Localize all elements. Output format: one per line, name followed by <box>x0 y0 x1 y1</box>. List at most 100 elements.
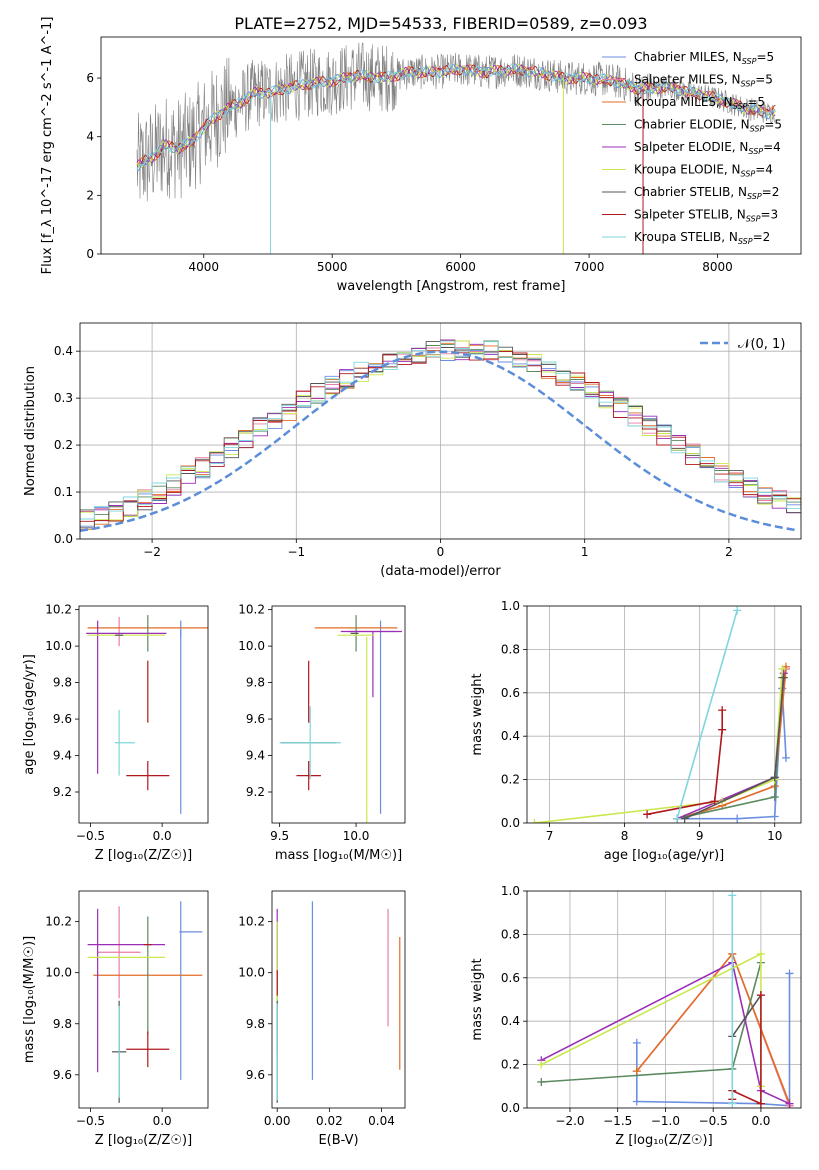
y-tick-label: 1.0 <box>501 884 520 898</box>
y-tick-label: 9.6 <box>246 1068 265 1082</box>
y-tick-label: 10.2 <box>45 915 72 929</box>
y-tick-label: 0.6 <box>501 686 520 700</box>
weight-line-salpeter_stelib <box>731 995 762 1105</box>
x-tick-label: −2.0 <box>555 1114 584 1128</box>
legend-label-chabrier_stelib: Chabrier STELIB, NSSP=2 <box>634 185 779 201</box>
y-tick-label: 10.0 <box>238 966 265 980</box>
x-tick-label: 0.0 <box>153 1114 172 1128</box>
weight-marker-salpeter_elodie <box>785 1099 794 1108</box>
y-tick-label: 0.2 <box>501 773 520 787</box>
weight-marker-salpeter_stelib <box>710 797 719 806</box>
y-tick-label: 9.4 <box>246 749 265 763</box>
y-tick-label: 9.2 <box>53 785 72 799</box>
weight-line-kroupa_elodie <box>534 668 783 823</box>
y-axis-label: mass weight <box>470 958 485 1040</box>
y-tick-label: 10.2 <box>238 915 265 929</box>
x-tick-label: −2 <box>143 545 161 559</box>
weight-line-kroupa_elodie <box>540 952 762 1087</box>
weight_vs_z-frame <box>526 890 802 1109</box>
y-tick-label: 10.0 <box>45 966 72 980</box>
y-tick-label: 0.4 <box>501 729 520 743</box>
legend-label-salpeter_elodie: Salpeter ELODIE, NSSP=4 <box>634 140 781 156</box>
x-tick-label: 10 <box>767 829 782 843</box>
age_vs_z-plot-area <box>86 615 208 814</box>
weight-marker-chabrier_stelib <box>770 773 779 782</box>
y-tick-label: 9.6 <box>53 1068 72 1082</box>
y-tick-label: 0.2 <box>54 438 73 452</box>
y-tick-label: 0.3 <box>54 391 73 405</box>
age_vs_mass-frame <box>271 605 406 824</box>
model-spectrum-kroupa_stelib <box>136 63 776 171</box>
weight-marker-kroupa_elodie <box>778 664 787 673</box>
y-tick-label: 9.8 <box>246 1017 265 1031</box>
x-tick-label: 0.0 <box>153 829 172 843</box>
weight-marker-salpeter_stelib <box>718 706 727 715</box>
y-axis-label: mass weight <box>470 673 485 755</box>
x-tick-label: −1.0 <box>651 1114 680 1128</box>
legend-label-chabrier_elodie: Chabrier ELODIE, NSSP=5 <box>634 118 782 134</box>
x-tick-label: −1.5 <box>603 1114 632 1128</box>
x-axis-label: age [log₁₀(age/yr)] <box>604 848 725 863</box>
x-tick-label: 2 <box>725 545 733 559</box>
y-tick-label: 9.8 <box>246 676 265 690</box>
x-tick-label: 7000 <box>574 260 605 274</box>
weight-marker-kroupa_elodie <box>756 949 765 958</box>
weight-marker-chabrier_elodie <box>770 792 779 801</box>
weight-line-salpeter_elodie <box>540 961 790 1105</box>
y-tick-label: 0.0 <box>54 532 73 546</box>
x-tick-label: 0.0 <box>751 1114 770 1128</box>
y-tick-label: 0.8 <box>501 927 520 941</box>
weight-marker-kroupa_miles <box>632 1067 641 1076</box>
y-tick-label: 9.6 <box>53 712 72 726</box>
weight-marker-kroupa_stelib <box>733 606 742 615</box>
y-tick-label: 10.2 <box>238 603 265 617</box>
weight-marker-chabrier_miles <box>733 814 742 823</box>
weight-marker-kroupa_stelib <box>728 1099 737 1108</box>
spectrum-plot-area <box>136 42 776 254</box>
weight-line-chabrier_elodie <box>541 962 762 1083</box>
weight-marker-kroupa_elodie <box>530 819 539 823</box>
x-tick-label: 0.04 <box>368 1114 395 1128</box>
weight-marker-chabrier_elodie <box>537 1077 546 1086</box>
legend-label-salpeter_stelib: Salpeter STELIB, NSSP=3 <box>634 208 778 224</box>
y-tick-label: 0.0 <box>501 1101 520 1115</box>
y-tick-label: 0.0 <box>501 816 520 830</box>
y-axis-label: Flux [f_λ 10^-17 erg cm^-2 s^-1 A^-1] <box>40 17 55 275</box>
y-tick-label: 0.6 <box>501 971 520 985</box>
x-tick-label: 4000 <box>188 260 219 274</box>
y-axis-label: mass [log₁₀(M/M☉)] <box>22 936 37 1063</box>
x-axis-label: Z [log₁₀(Z/Z☉)] <box>615 1133 712 1148</box>
weight-line-salpeter_stelib <box>646 710 723 816</box>
weight_vs_age-frame <box>526 605 802 824</box>
x-tick-label: 9.5 <box>270 829 289 843</box>
x-tick-label: 0.00 <box>264 1114 291 1128</box>
histogram-kroupa_elodie <box>80 340 801 526</box>
weight-marker-chabrier_miles <box>785 969 794 978</box>
weight-marker-kroupa_stelib <box>673 814 682 823</box>
x-axis-label: E(B-V) <box>318 1133 358 1148</box>
age_vs_mass-plot-area <box>279 615 402 823</box>
weight-marker-salpeter_stelib <box>718 725 727 734</box>
weight-marker-chabrier_stelib <box>680 814 689 823</box>
y-axis-label: age [log₁₀(age/yr)] <box>22 654 37 775</box>
y-tick-label: 4 <box>86 130 94 144</box>
legend-label-kroupa_miles: Kroupa MILES, NSSP=5 <box>634 95 765 111</box>
x-axis-label: Z [log₁₀(Z/Z☉)] <box>95 848 192 863</box>
mass_vs_z-frame <box>78 890 209 1109</box>
legend-label-kroupa_stelib: Kroupa STELIB, NSSP=2 <box>634 230 770 246</box>
y-axis-label: Normed distribution <box>23 366 38 496</box>
residuals-frame <box>79 322 802 540</box>
weight-line-chabrier_stelib <box>731 994 762 1037</box>
x-tick-label: 0.02 <box>316 1114 343 1128</box>
weight-marker-salpeter_stelib <box>756 1099 765 1108</box>
weight-marker-salpeter_stelib <box>756 991 765 1000</box>
x-axis-label: Z [log₁₀(Z/Z☉)] <box>95 1133 192 1148</box>
x-tick-label: −0.5 <box>76 829 105 843</box>
x-tick-label: 10.0 <box>343 829 370 843</box>
x-tick-label: 8000 <box>702 260 733 274</box>
y-tick-label: 10.0 <box>238 639 265 653</box>
x-axis-label: mass [log₁₀(M/M☉)] <box>275 848 402 863</box>
age_vs_z-frame <box>78 605 209 824</box>
x-axis-label: wavelength [Angstrom, rest frame] <box>337 279 566 294</box>
